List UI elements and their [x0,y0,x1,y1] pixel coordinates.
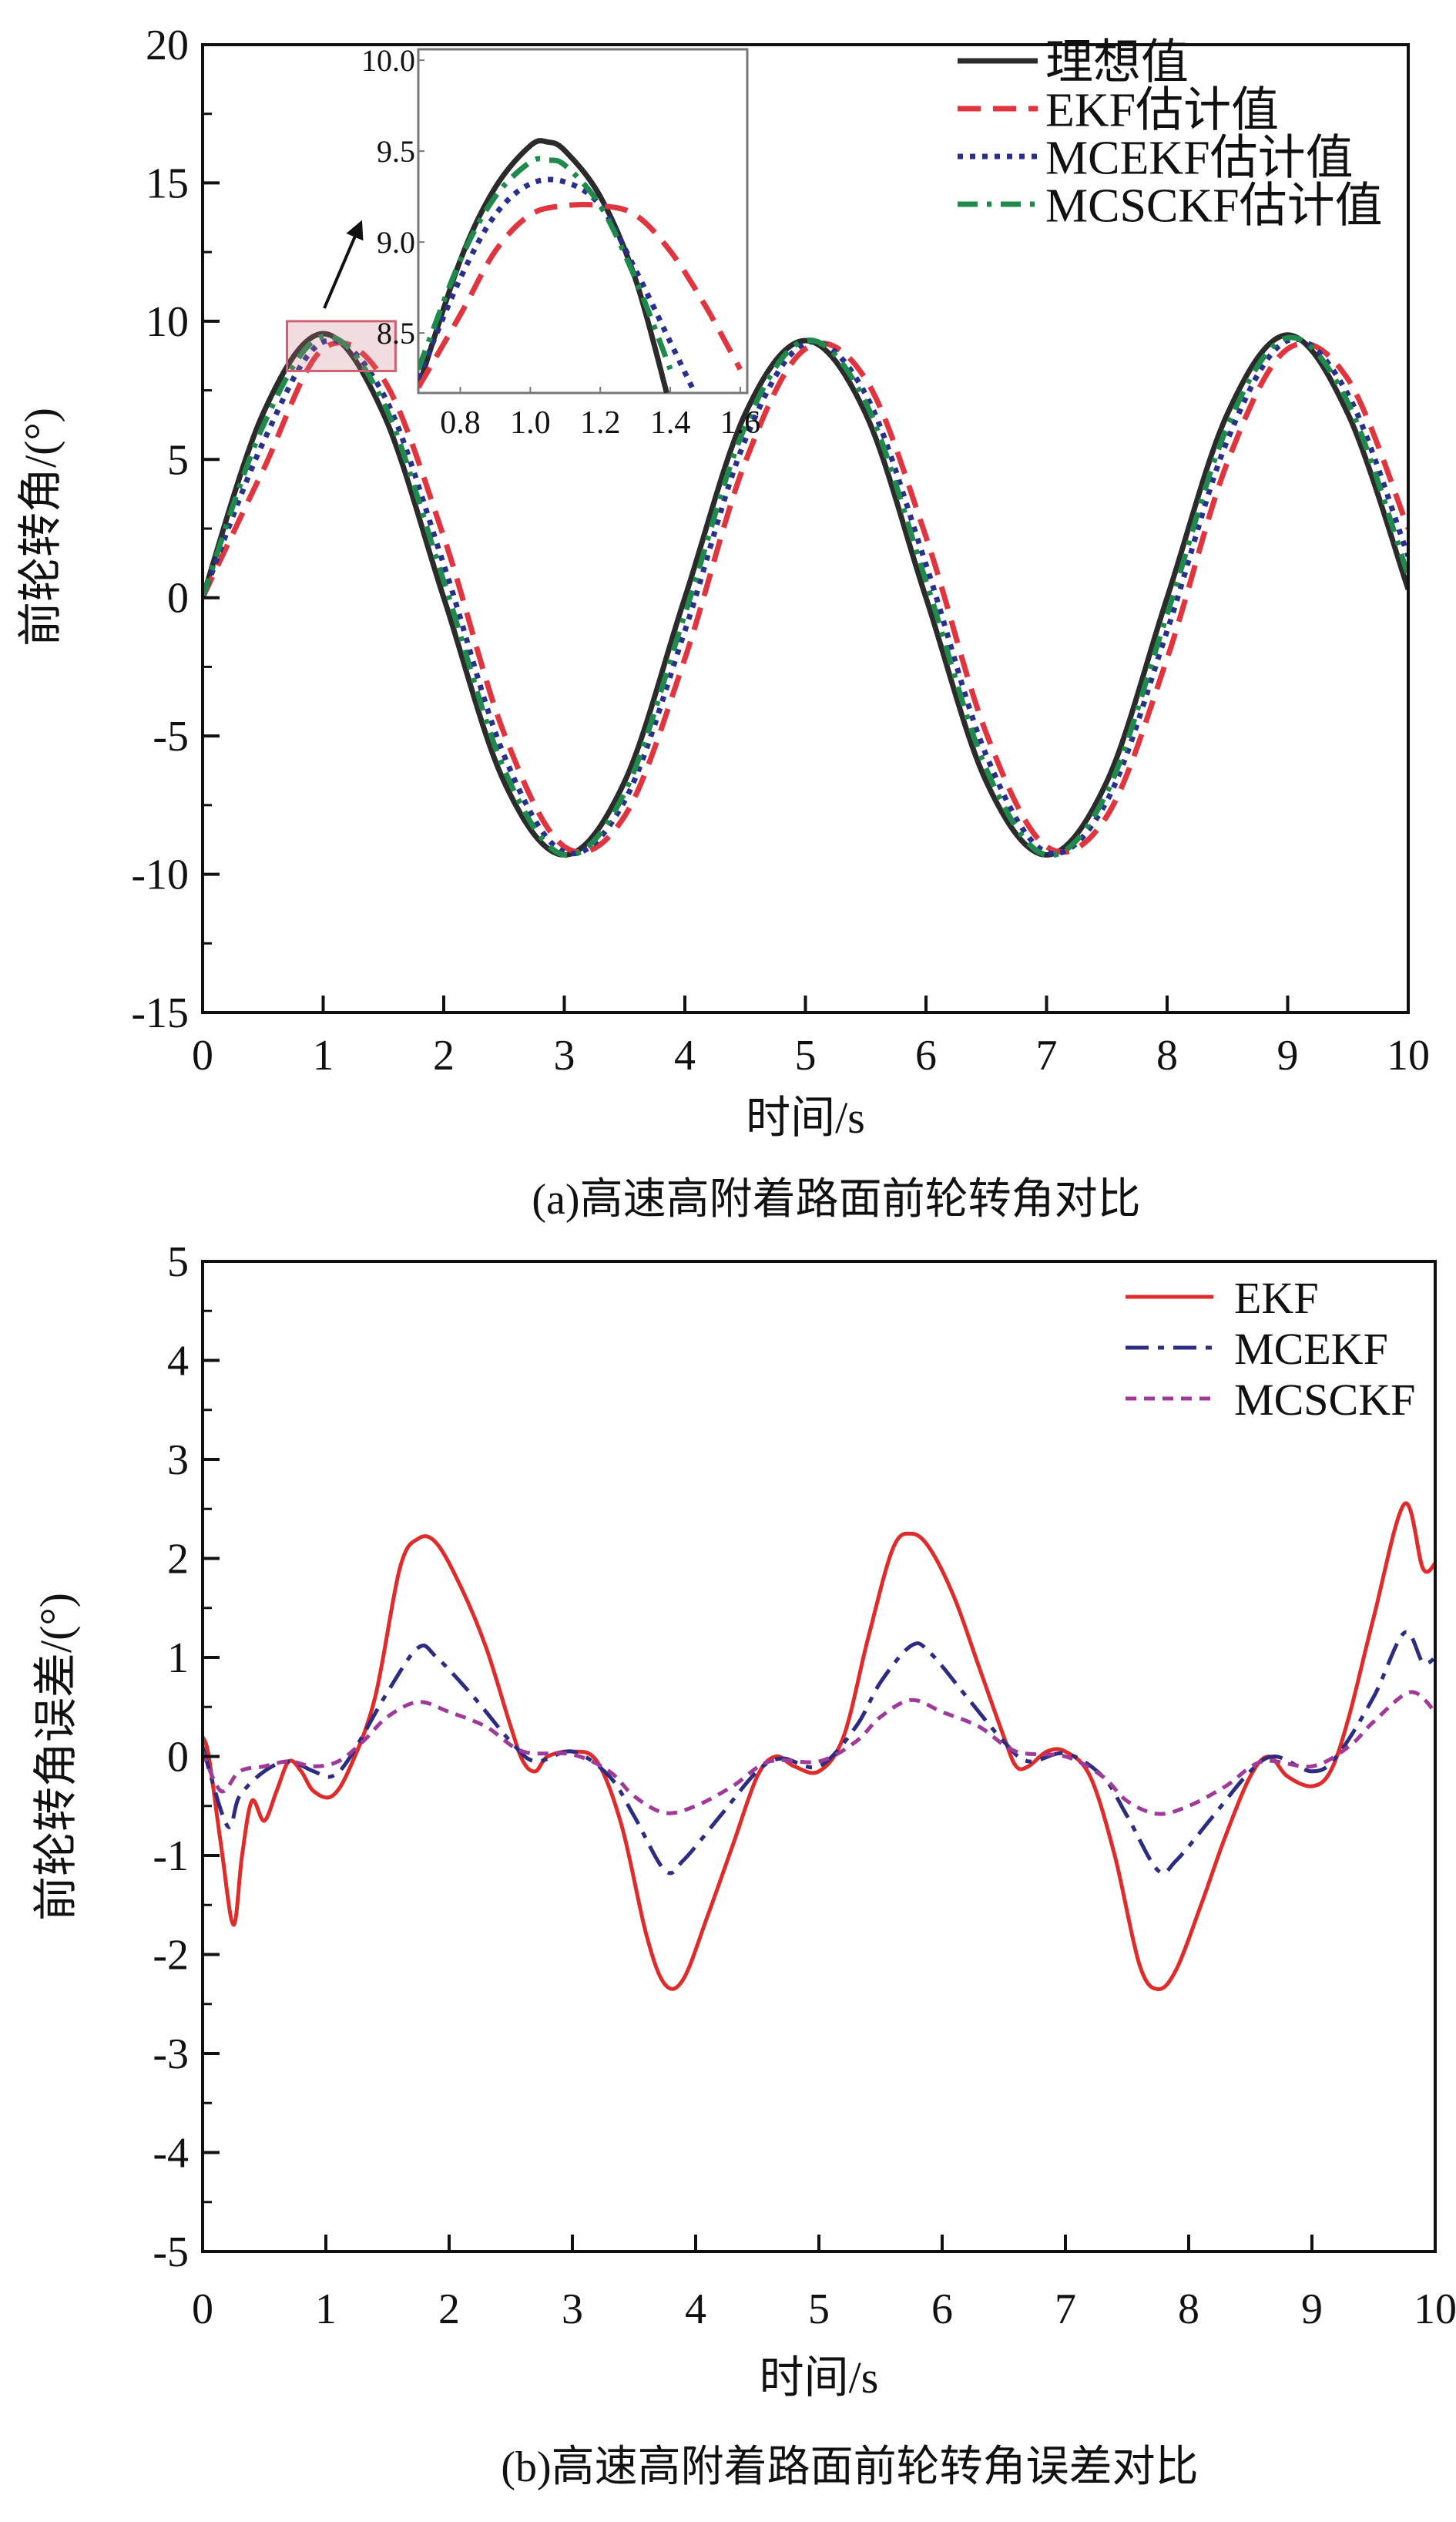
inset-x-tick-label: 1.4 [650,405,691,441]
y-tick-label: 4 [167,1338,189,1385]
legend-label: MCSCKF估计值 [1045,180,1383,232]
figure-caption: (a)高速高附着路面前轮转角对比 [532,1176,1140,1224]
x-tick-label: 10 [1387,1032,1430,1080]
inset-x-tick-label: 1.6 [720,405,761,441]
y-tick-label: -5 [153,2228,189,2276]
y-tick-label: -10 [131,851,189,899]
zoom-region-box [286,320,397,372]
legend-label: 理想值 [1045,36,1189,89]
series-line-理想值 [203,331,1408,858]
y-tick-label: -3 [153,2030,189,2078]
figure-caption: (b)高速高附着路面前轮转角误差对比 [501,2443,1198,2491]
y-tick-label: 5 [167,436,189,484]
x-tick-label: 0 [192,2285,213,2333]
inset-series-line-MCEKF估计值 [418,176,698,393]
series-line-MCEKF [203,1630,1435,1876]
x-tick-label: 9 [1301,2285,1323,2333]
legend-label: EKF估计值 [1045,84,1279,136]
y-tick-label: 2 [167,1536,189,1583]
x-tick-label: 2 [433,1032,455,1080]
x-tick-label: 7 [1055,2285,1076,2333]
x-tick-label: 0 [192,1032,213,1080]
legend-label: EKF [1234,1273,1319,1323]
x-tick-label: 7 [1036,1032,1058,1080]
inset-frame [417,48,749,395]
y-tick-label: -4 [153,2130,189,2178]
x-tick-label: 1 [313,1032,334,1080]
y-tick-label: 5 [167,1238,189,1286]
inset-y-tick-label: 9.5 [377,134,415,169]
x-tick-label: 5 [808,2285,830,2333]
x-tick-label: 8 [1178,2285,1199,2333]
x-tick-label: 8 [1156,1032,1178,1080]
inset-x-tick-label: 1.0 [510,405,551,441]
y-tick-label: 0 [167,575,189,623]
y-tick-label: 15 [146,160,189,207]
y-tick-label: 1 [167,1634,189,1682]
y-tick-label: 0 [167,1734,189,1782]
zoom-arrow-icon [323,220,364,309]
inset-x-tick-label: 0.8 [440,405,481,441]
inset-x-tick-label: 1.2 [580,405,621,441]
x-axis-title: 时间/s [746,1093,865,1143]
legend-label: MCSCKF [1234,1375,1415,1425]
x-tick-label: 5 [795,1032,817,1080]
legend-label: MCEKF估计值 [1045,132,1354,184]
legend-label: MCEKF [1234,1324,1388,1374]
y-tick-label: -15 [131,989,189,1037]
x-tick-label: 9 [1277,1032,1299,1080]
x-tick-label: 3 [554,1032,575,1080]
y-tick-label: 20 [146,22,189,69]
chart-0: 0 1 2 3 4 5 6 7 8 9 10 20 15 10 5 0 -5 -10 -15 时间/s 前轮转角/(°)… [15,22,1430,1224]
series-line-MCEKF估计值 [203,336,1408,857]
series-line-EKF估计值 [203,340,1408,855]
x-tick-label: 10 [1414,2285,1456,2333]
y-tick-label: -5 [153,713,189,761]
inset-y-tick-label: 8.5 [377,316,415,351]
chart-1: 0 1 2 3 4 5 6 7 8 9 10543210-1-2-3-4-5时间/s前轮转角误差/(… [31,1238,1456,2491]
series-line-MCSCKF [203,1690,1435,1816]
x-axis-title: 时间/s [760,2352,879,2403]
inset-chart: 0.8 1.0 1.2 1.4 1.6 10.0 9.5 9.0 8.5 [361,43,760,441]
x-tick-label: 3 [562,2285,583,2333]
inset-y-tick-label: 10.0 [361,43,415,78]
x-tick-label: 6 [915,1032,937,1080]
y-axis-title: 前轮转角误差/(°) [31,1593,81,1921]
y-tick-label: -2 [153,1932,189,1980]
y-tick-label: 10 [146,298,189,346]
series-line-EKF [203,1501,1435,1992]
x-tick-label: 2 [438,2285,460,2333]
y-tick-label: 3 [167,1436,189,1484]
x-tick-label: 6 [931,2285,953,2333]
x-tick-label: 4 [674,1032,696,1080]
x-tick-label: 1 [315,2285,337,2333]
y-axis-title: 前轮转角/(°) [15,408,65,646]
inset-series-line-MCSCKF估计值 [418,156,673,371]
x-tick-label: 4 [685,2285,706,2333]
inset-series-line-EKF估计值 [418,201,743,389]
y-tick-label: -1 [153,1832,189,1880]
inset-y-tick-label: 9.0 [377,225,415,260]
